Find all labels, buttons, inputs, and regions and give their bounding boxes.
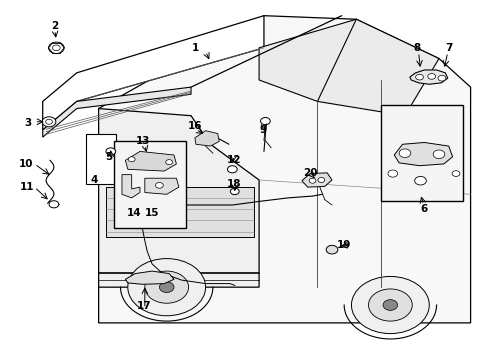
- Circle shape: [351, 276, 428, 334]
- Polygon shape: [99, 16, 469, 323]
- Polygon shape: [99, 152, 142, 184]
- Text: 4: 4: [90, 175, 97, 185]
- Text: 2: 2: [51, 21, 59, 31]
- Bar: [86, 134, 116, 184]
- Circle shape: [387, 170, 397, 177]
- Polygon shape: [195, 131, 219, 146]
- Text: 1: 1: [192, 43, 199, 53]
- Circle shape: [48, 42, 64, 54]
- Text: 3: 3: [24, 118, 32, 128]
- Text: 8: 8: [413, 43, 420, 53]
- Text: 19: 19: [336, 240, 351, 250]
- Text: 6: 6: [420, 203, 427, 213]
- Circle shape: [42, 117, 56, 127]
- Circle shape: [432, 150, 444, 158]
- Text: 18: 18: [226, 179, 241, 189]
- Polygon shape: [122, 175, 140, 198]
- Bar: [380, 105, 462, 202]
- Circle shape: [415, 74, 423, 80]
- Text: 20: 20: [302, 168, 317, 178]
- Circle shape: [398, 149, 410, 157]
- Polygon shape: [301, 173, 331, 187]
- Text: 16: 16: [187, 121, 202, 131]
- Circle shape: [308, 178, 315, 183]
- Polygon shape: [106, 187, 254, 237]
- Circle shape: [52, 45, 60, 51]
- Text: 13: 13: [136, 136, 150, 147]
- Circle shape: [128, 157, 135, 162]
- Circle shape: [49, 201, 59, 208]
- Circle shape: [106, 148, 116, 155]
- Text: 12: 12: [226, 156, 241, 165]
- Polygon shape: [393, 143, 452, 166]
- Circle shape: [230, 188, 239, 195]
- Text: 14: 14: [126, 208, 141, 218]
- Bar: [114, 141, 186, 228]
- Polygon shape: [144, 178, 179, 194]
- Circle shape: [414, 176, 426, 185]
- Circle shape: [325, 246, 337, 254]
- Circle shape: [155, 183, 163, 188]
- Circle shape: [159, 282, 174, 293]
- Circle shape: [437, 75, 445, 81]
- Polygon shape: [42, 16, 264, 130]
- Circle shape: [127, 258, 205, 316]
- Circle shape: [382, 300, 397, 310]
- Polygon shape: [125, 271, 174, 284]
- Circle shape: [45, 119, 52, 124]
- Text: 10: 10: [19, 159, 33, 169]
- Circle shape: [260, 117, 270, 125]
- Circle shape: [165, 159, 172, 165]
- Polygon shape: [42, 87, 191, 137]
- Circle shape: [427, 73, 435, 79]
- Text: 7: 7: [444, 43, 451, 53]
- Text: 11: 11: [20, 182, 34, 192]
- Text: 15: 15: [144, 208, 159, 218]
- Polygon shape: [409, 70, 447, 84]
- Text: 17: 17: [136, 301, 151, 311]
- Circle shape: [368, 289, 411, 321]
- Circle shape: [144, 271, 188, 303]
- Polygon shape: [99, 109, 259, 287]
- Text: 9: 9: [259, 125, 266, 135]
- Text: 5: 5: [104, 152, 112, 162]
- Circle shape: [227, 166, 237, 173]
- Polygon shape: [259, 19, 438, 116]
- Polygon shape: [125, 152, 176, 171]
- Circle shape: [317, 177, 324, 183]
- Circle shape: [451, 171, 459, 176]
